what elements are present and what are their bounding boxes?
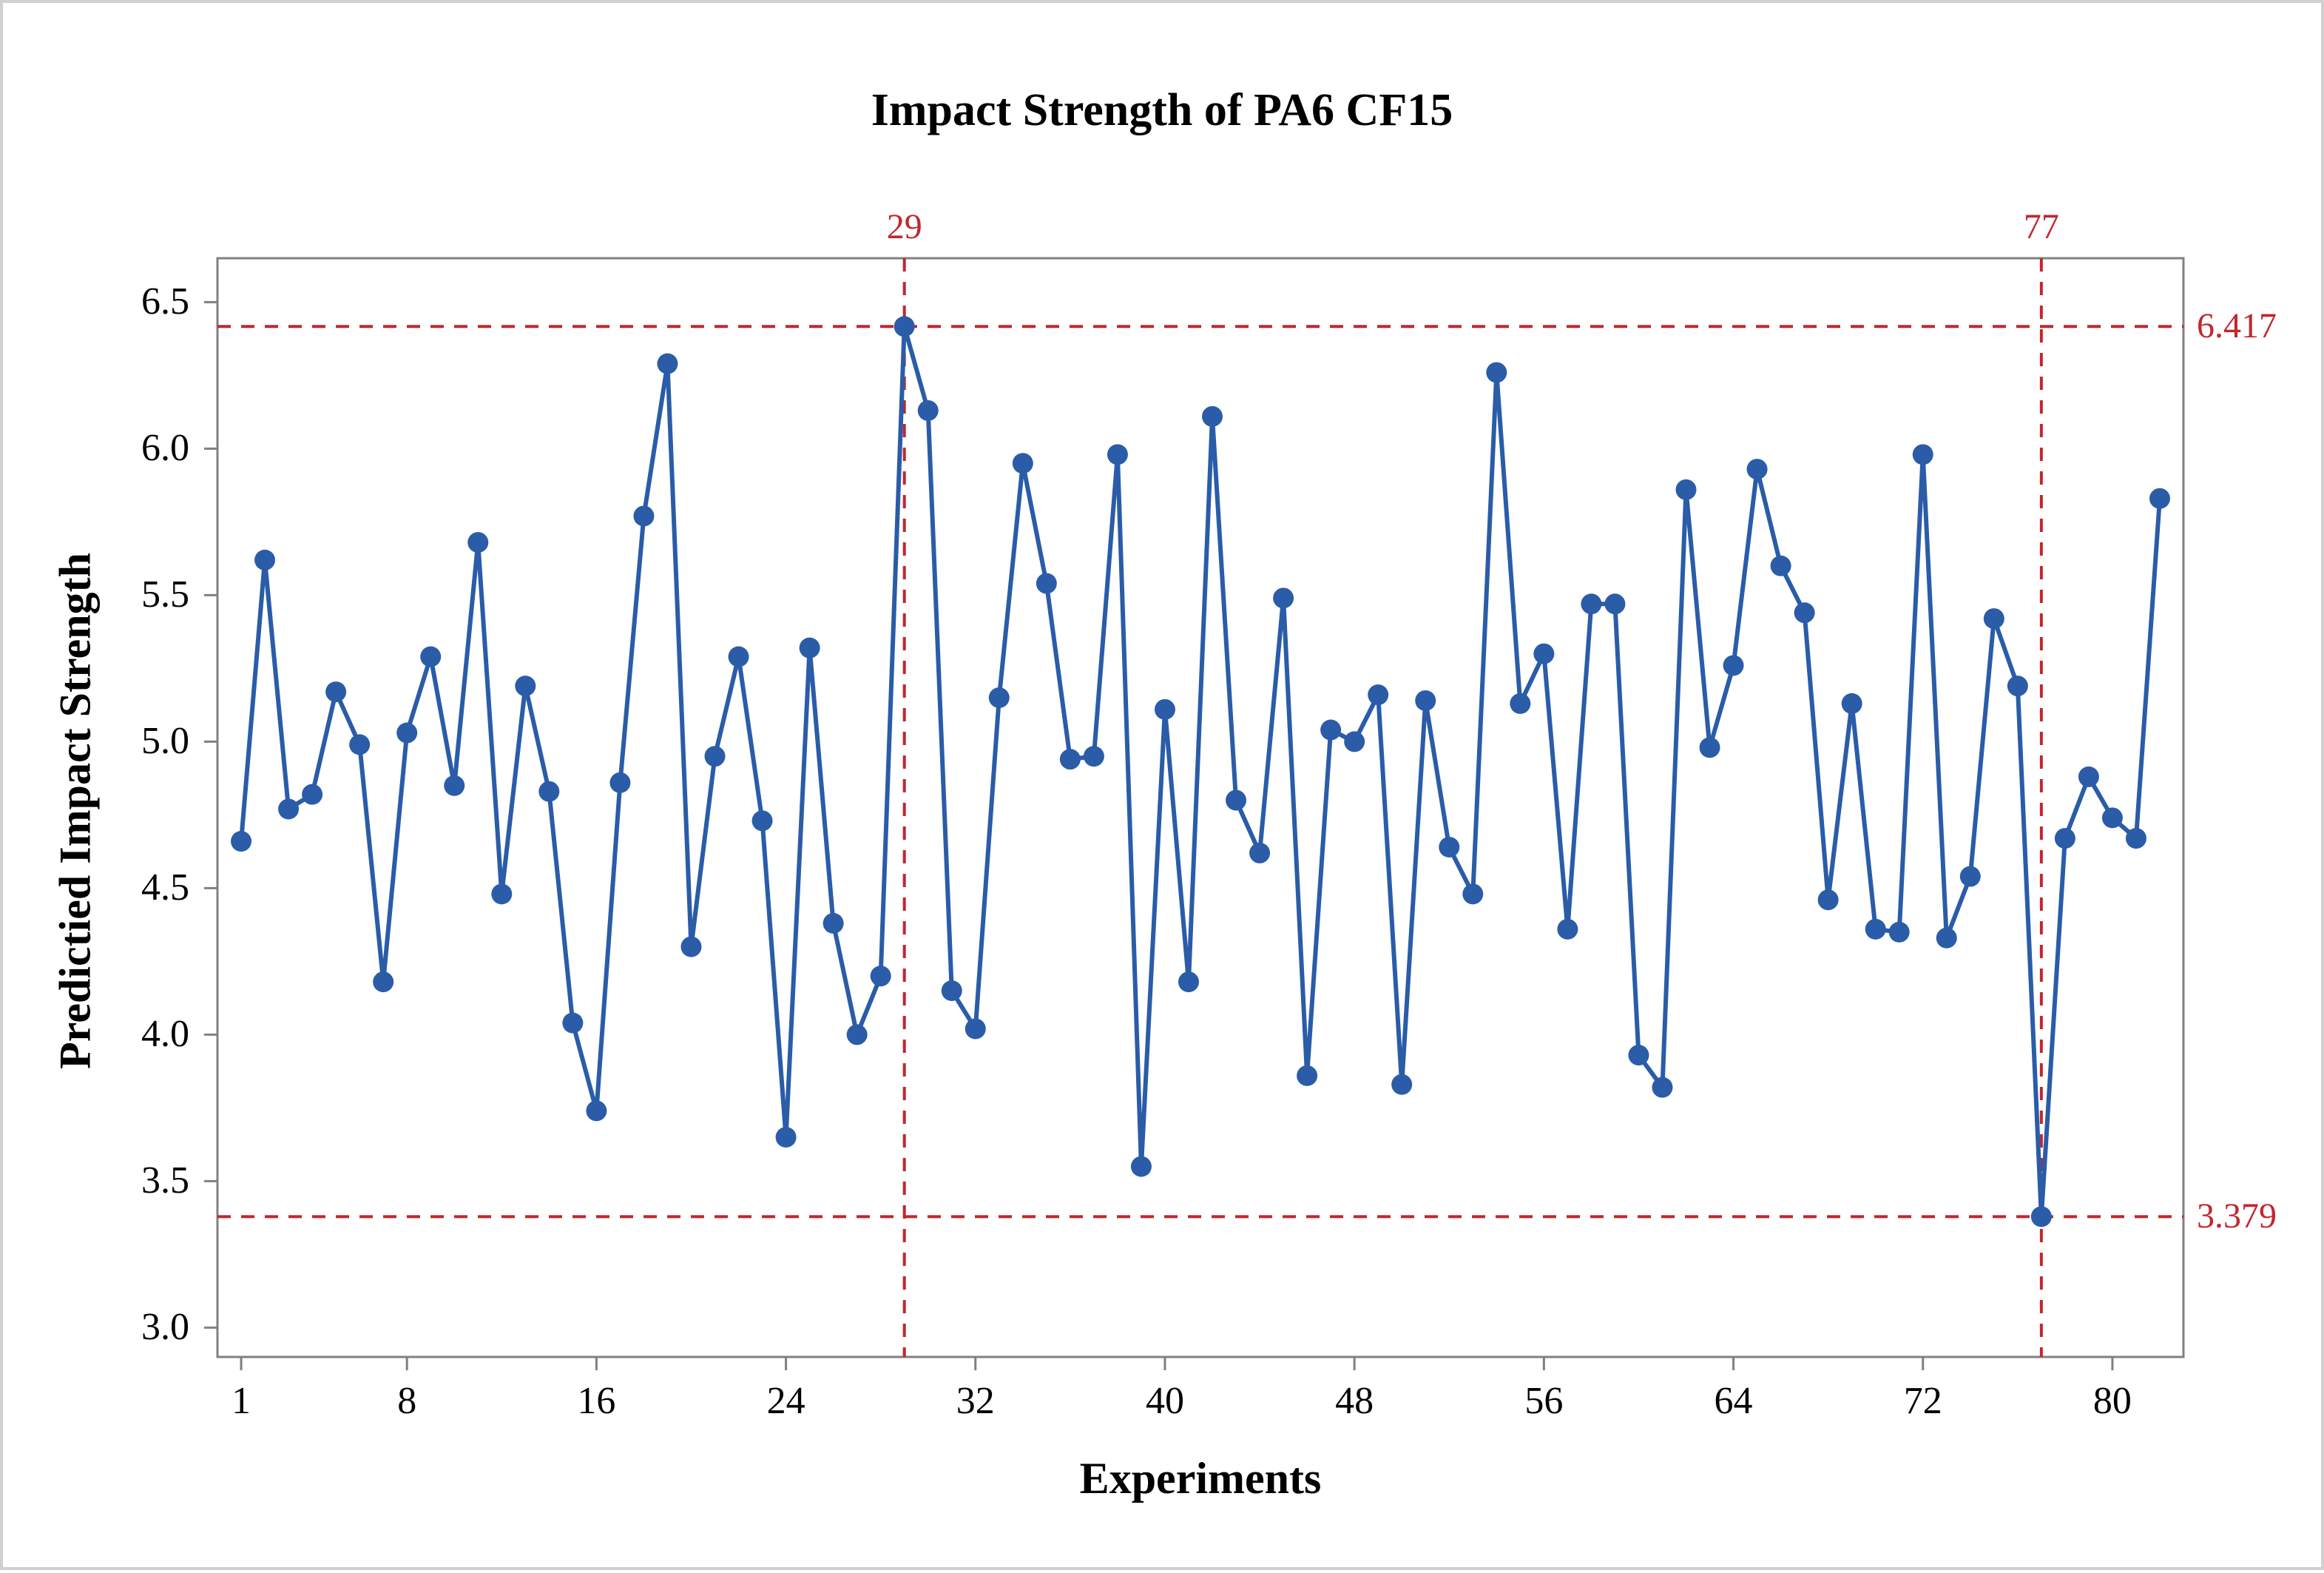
y-tick-label: 3.0 [3, 1305, 189, 1349]
ref-vline-label: 77 [1997, 206, 2086, 247]
y-tick-label: 6.5 [3, 280, 189, 323]
x-tick-label: 48 [1310, 1379, 1399, 1423]
plot-area [3, 3, 2324, 1573]
x-tick-label: 40 [1121, 1379, 1209, 1423]
y-tick-label: 4.0 [3, 1012, 189, 1056]
ref-vline-label: 29 [860, 206, 949, 247]
y-tick-label: 3.5 [3, 1159, 189, 1202]
chart-frame: Impact Strength of PA6 CF15 Predictied I… [0, 0, 2324, 1570]
x-tick-label: 32 [931, 1379, 1020, 1423]
y-tick-label: 5.5 [3, 573, 189, 616]
x-tick-label: 64 [1689, 1379, 1778, 1423]
y-tick-label: 5.0 [3, 719, 189, 763]
ref-hline-label: 3.379 [2197, 1196, 2277, 1236]
x-tick-label: 8 [362, 1379, 451, 1423]
x-tick-label: 24 [742, 1379, 831, 1423]
y-tick-label: 6.0 [3, 426, 189, 470]
x-tick-label: 1 [197, 1379, 286, 1423]
x-tick-label: 16 [552, 1379, 641, 1423]
y-tick-label: 4.5 [3, 866, 189, 909]
x-tick-label: 80 [2068, 1379, 2157, 1423]
x-tick-label: 56 [1499, 1379, 1588, 1423]
x-tick-label: 72 [1879, 1379, 1967, 1423]
ref-hline-label: 6.417 [2197, 306, 2277, 346]
